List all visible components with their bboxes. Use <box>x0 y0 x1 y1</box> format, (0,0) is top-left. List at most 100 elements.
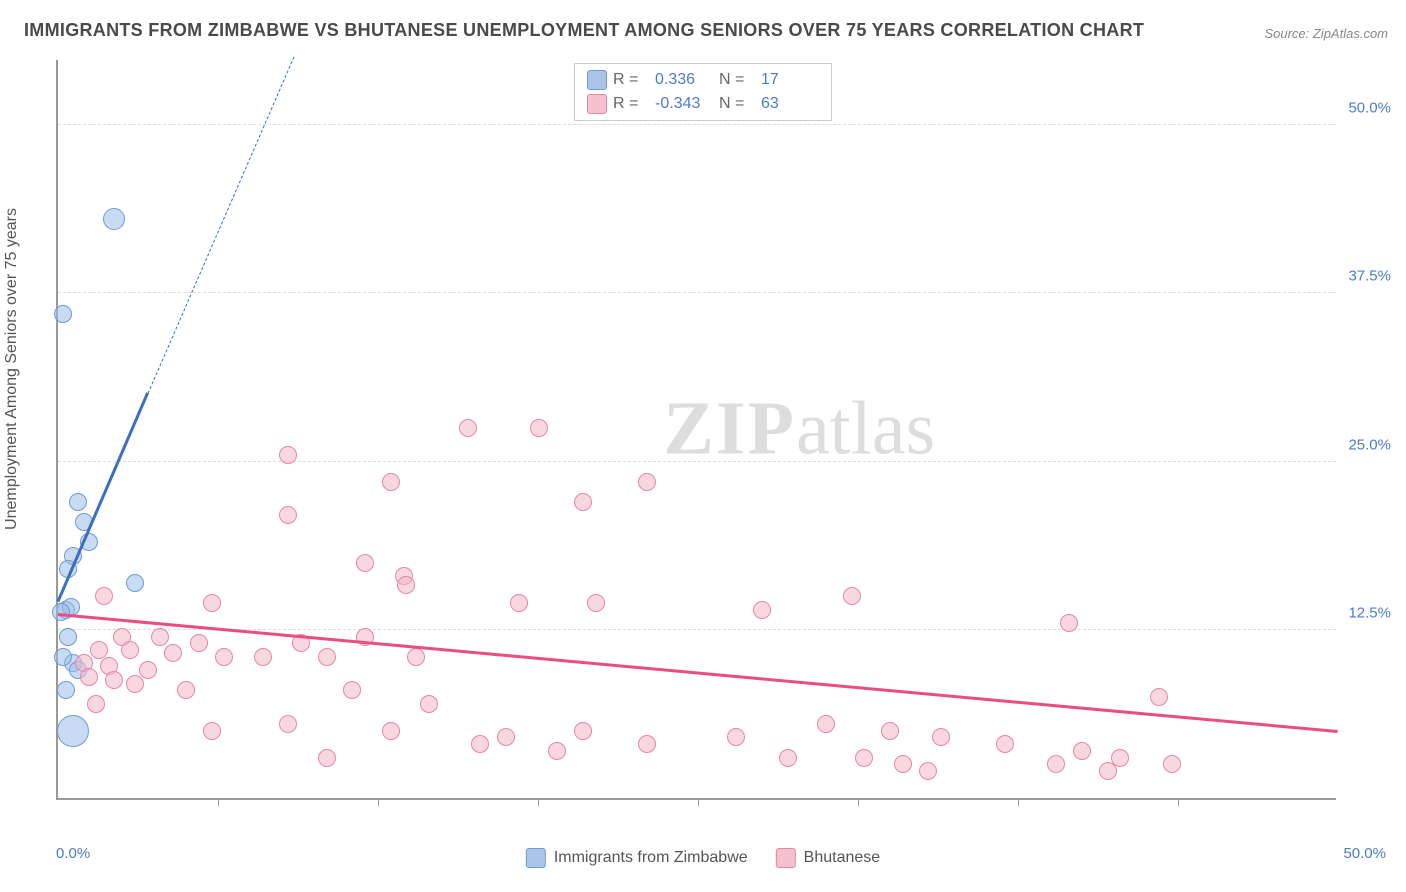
data-point-bhutanese <box>177 681 195 699</box>
data-point-bhutanese <box>1099 762 1117 780</box>
gridline-h <box>58 124 1336 125</box>
data-point-bhutanese <box>843 587 861 605</box>
data-point-bhutanese <box>638 473 656 491</box>
data-point-bhutanese <box>356 554 374 572</box>
stats-legend-row: R = -0.343 N = 63 <box>575 92 831 116</box>
y-tick-label: 37.5% <box>1348 268 1391 285</box>
data-point-zimbabwe <box>57 681 75 699</box>
data-point-bhutanese <box>1150 688 1168 706</box>
data-point-bhutanese <box>121 641 139 659</box>
legend-swatch <box>776 848 796 868</box>
data-point-bhutanese <box>1163 755 1181 773</box>
data-point-bhutanese <box>164 644 182 662</box>
data-point-bhutanese <box>638 735 656 753</box>
data-point-zimbabwe <box>57 715 89 747</box>
n-label: N = <box>719 71 755 89</box>
data-point-bhutanese <box>95 587 113 605</box>
data-point-bhutanese <box>510 594 528 612</box>
data-point-bhutanese <box>1047 755 1065 773</box>
data-point-bhutanese <box>727 728 745 746</box>
x-axis-start-label: 0.0% <box>56 845 90 862</box>
data-point-bhutanese <box>382 473 400 491</box>
legend-item: Bhutanese <box>776 848 881 868</box>
y-axis-label: Unemployment Among Seniors over 75 years <box>3 208 21 530</box>
data-point-zimbabwe <box>54 648 72 666</box>
data-point-bhutanese <box>382 722 400 740</box>
series-legend: Immigrants from Zimbabwe Bhutanese <box>526 848 880 868</box>
legend-swatch <box>587 94 607 114</box>
y-tick-label: 12.5% <box>1348 604 1391 621</box>
chart-area: ZIPatlas 12.5%25.0%37.5%50.0% <box>56 60 1386 800</box>
x-tick-mark <box>378 798 379 806</box>
data-point-bhutanese <box>105 671 123 689</box>
data-point-bhutanese <box>1060 614 1078 632</box>
data-point-bhutanese <box>203 722 221 740</box>
data-point-bhutanese <box>471 735 489 753</box>
stats-legend: R = 0.336 N = 17 R = -0.343 N = 63 <box>574 63 832 121</box>
data-point-bhutanese <box>343 681 361 699</box>
watermark-zip: ZIP <box>663 387 796 471</box>
data-point-bhutanese <box>318 749 336 767</box>
gridline-h <box>58 461 1336 462</box>
data-point-bhutanese <box>548 742 566 760</box>
data-point-bhutanese <box>87 695 105 713</box>
data-point-bhutanese <box>459 419 477 437</box>
stats-legend-row: R = 0.336 N = 17 <box>575 68 831 92</box>
data-point-bhutanese <box>996 735 1014 753</box>
data-point-bhutanese <box>190 634 208 652</box>
data-point-bhutanese <box>497 728 515 746</box>
data-point-bhutanese <box>151 628 169 646</box>
legend-item: Immigrants from Zimbabwe <box>526 848 748 868</box>
data-point-bhutanese <box>318 648 336 666</box>
n-value: 17 <box>761 71 819 89</box>
r-label: R = <box>613 71 649 89</box>
data-point-bhutanese <box>574 493 592 511</box>
data-point-bhutanese <box>894 755 912 773</box>
data-point-bhutanese <box>397 576 415 594</box>
data-point-bhutanese <box>215 648 233 666</box>
trend-line <box>147 57 294 394</box>
data-point-zimbabwe <box>59 628 77 646</box>
data-point-bhutanese <box>574 722 592 740</box>
data-point-zimbabwe <box>54 305 72 323</box>
data-point-bhutanese <box>254 648 272 666</box>
y-tick-label: 25.0% <box>1348 436 1391 453</box>
data-point-zimbabwe <box>103 208 125 230</box>
data-point-bhutanese <box>126 675 144 693</box>
r-label: R = <box>613 95 649 113</box>
chart-title: IMMIGRANTS FROM ZIMBABWE VS BHUTANESE UN… <box>24 20 1144 41</box>
trend-line <box>58 613 1338 733</box>
data-point-zimbabwe <box>69 493 87 511</box>
x-tick-mark <box>858 798 859 806</box>
legend-label: Immigrants from Zimbabwe <box>554 849 748 867</box>
source-label: Source: ZipAtlas.com <box>1264 26 1388 41</box>
r-value: -0.343 <box>655 95 713 113</box>
n-value: 63 <box>761 95 819 113</box>
x-tick-mark <box>218 798 219 806</box>
gridline-h <box>58 292 1336 293</box>
data-point-bhutanese <box>90 641 108 659</box>
data-point-bhutanese <box>80 668 98 686</box>
data-point-bhutanese <box>407 648 425 666</box>
x-tick-mark <box>1018 798 1019 806</box>
watermark: ZIPatlas <box>663 386 935 473</box>
data-point-bhutanese <box>1111 749 1129 767</box>
data-point-bhutanese <box>1073 742 1091 760</box>
data-point-bhutanese <box>530 419 548 437</box>
n-label: N = <box>719 95 755 113</box>
data-point-bhutanese <box>881 722 899 740</box>
data-point-bhutanese <box>855 749 873 767</box>
data-point-bhutanese <box>932 728 950 746</box>
data-point-bhutanese <box>779 749 797 767</box>
watermark-atlas: atlas <box>796 387 935 471</box>
legend-swatch <box>526 848 546 868</box>
data-point-zimbabwe <box>126 574 144 592</box>
legend-label: Bhutanese <box>804 849 881 867</box>
data-point-bhutanese <box>279 715 297 733</box>
x-tick-mark <box>698 798 699 806</box>
data-point-bhutanese <box>919 762 937 780</box>
data-point-bhutanese <box>817 715 835 733</box>
y-tick-label: 50.0% <box>1348 100 1391 117</box>
data-point-bhutanese <box>587 594 605 612</box>
r-value: 0.336 <box>655 71 713 89</box>
